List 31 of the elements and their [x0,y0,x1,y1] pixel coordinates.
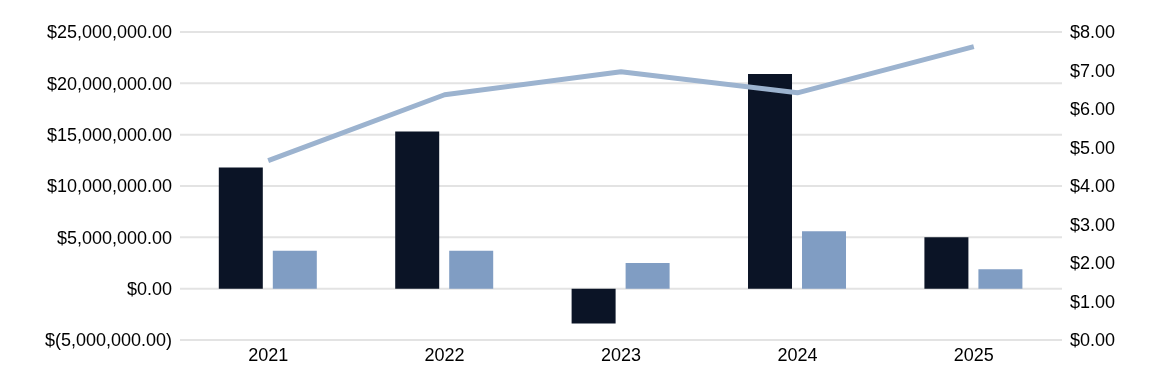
y2-tick-label: $7.00 [1070,60,1116,81]
y2-tick-label: $8.00 [1070,22,1116,43]
bar [625,263,670,289]
bar [272,250,317,289]
x-tick-label: 2021 [248,344,289,365]
y2-tick-label: $3.00 [1070,214,1116,235]
bar [449,250,494,289]
bar [571,288,616,324]
x-tick-label: 2025 [953,344,994,365]
y-tick-label: $5,000,000.00 [56,227,172,248]
y-tick-label: $10,000,000.00 [46,176,172,197]
y2-tick-label: $1.00 [1070,291,1116,312]
y-tick-label: $20,000,000.00 [46,73,172,94]
x-tick-label: 2022 [424,344,465,365]
bar [978,269,1023,289]
y2-tick-label: $4.00 [1070,176,1116,197]
y2-tick-label: $5.00 [1070,137,1116,158]
y-tick-label: $(5,000,000.00) [44,330,172,351]
bar [748,74,793,289]
y2-tick-label: $2.00 [1070,253,1116,274]
y-tick-label: $0.00 [126,279,172,300]
y2-tick-label: $6.00 [1070,99,1116,120]
y2-tick-label: $0.00 [1070,330,1116,351]
bar [802,231,847,289]
bar [218,167,263,289]
x-tick-label: 2023 [600,344,642,365]
x-tick-label: 2024 [777,344,818,365]
y-tick-label: $25,000,000.00 [46,22,172,43]
bar [395,131,440,289]
bar [924,237,969,289]
y-tick-label: $15,000,000.00 [46,125,172,146]
